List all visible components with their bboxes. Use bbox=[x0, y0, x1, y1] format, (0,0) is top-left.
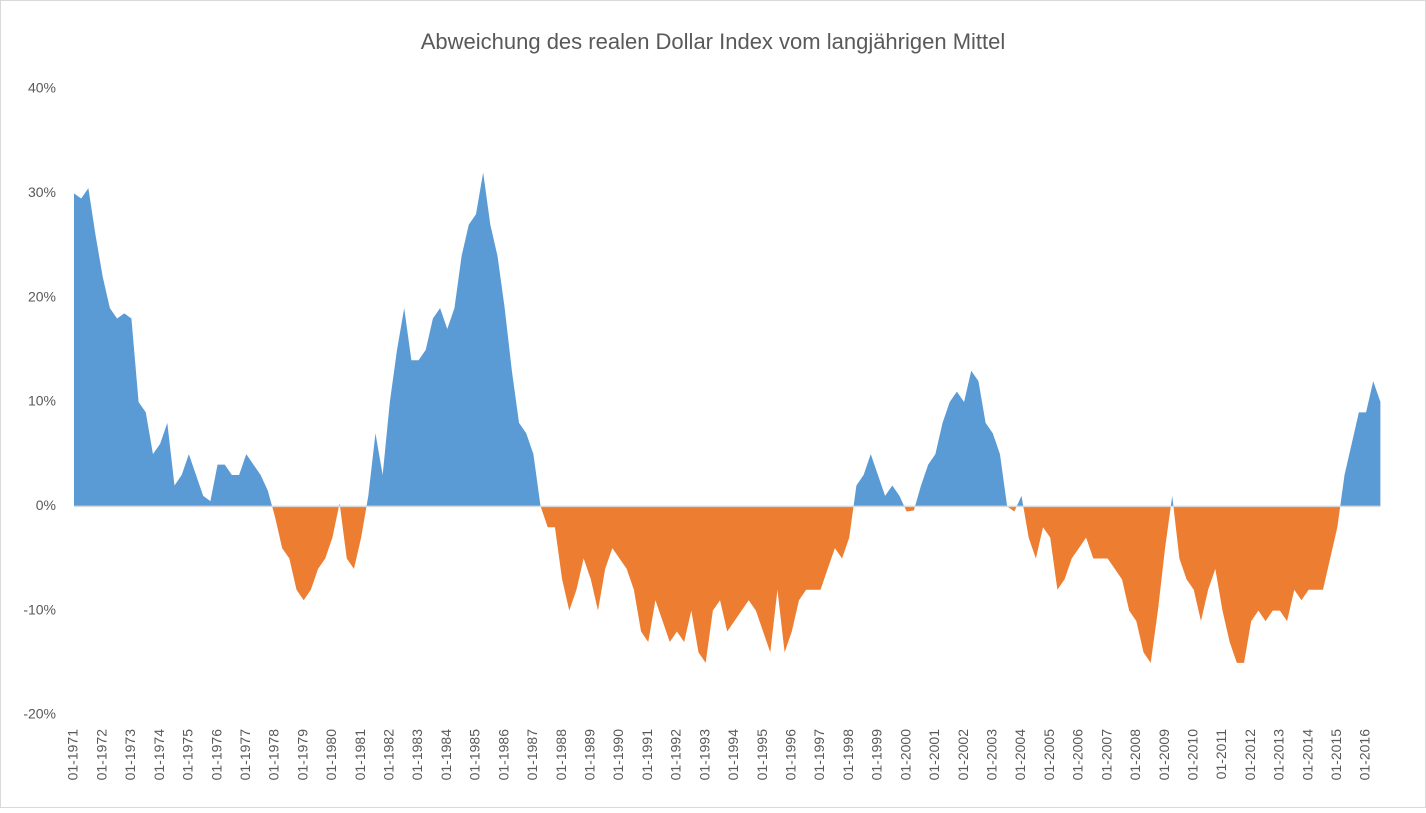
y-tick-label: 30% bbox=[28, 184, 56, 200]
x-tick-label: 01-1993 bbox=[696, 729, 712, 781]
x-tick-label: 01-1983 bbox=[409, 729, 425, 781]
x-tick-label: 01-1988 bbox=[553, 729, 569, 781]
x-tick-label: 01-2004 bbox=[1012, 729, 1028, 781]
x-tick-label: 01-1976 bbox=[208, 729, 224, 781]
x-tick-label: 01-2005 bbox=[1041, 729, 1057, 781]
x-tick-label: 01-2015 bbox=[1328, 729, 1344, 781]
x-tick-label: 01-1974 bbox=[151, 729, 167, 781]
x-tick-label: 01-1986 bbox=[495, 729, 511, 781]
area-negative bbox=[272, 506, 1341, 663]
x-tick-label: 01-2008 bbox=[1127, 729, 1143, 781]
x-tick-label: 01-1979 bbox=[294, 729, 310, 781]
x-tick-label: 01-1995 bbox=[754, 729, 770, 781]
x-tick-label: 01-2000 bbox=[897, 729, 913, 781]
x-tick-label: 01-1999 bbox=[869, 729, 885, 781]
x-tick-label: 01-1998 bbox=[840, 729, 856, 781]
x-tick-label: 01-2014 bbox=[1299, 729, 1315, 781]
x-tick-label: 01-2001 bbox=[926, 729, 942, 781]
x-tick-label: 01-1978 bbox=[266, 729, 282, 781]
y-tick-label: 40% bbox=[28, 80, 56, 96]
x-tick-label: 01-2002 bbox=[955, 729, 971, 781]
x-tick-label: 01-2007 bbox=[1098, 729, 1114, 781]
y-tick-label: -10% bbox=[23, 601, 56, 617]
x-tick-label: 01-1985 bbox=[467, 729, 483, 781]
chart-title: Abweichung des realen Dollar Index vom l… bbox=[421, 29, 1006, 54]
x-tick-label: 01-2011 bbox=[1213, 729, 1229, 780]
y-tick-label: 10% bbox=[28, 393, 56, 409]
x-tick-label: 01-2012 bbox=[1242, 729, 1258, 781]
y-tick-label: -20% bbox=[23, 706, 56, 722]
x-tick-label: 01-2003 bbox=[983, 729, 999, 781]
x-tick-label: 01-1991 bbox=[639, 729, 655, 781]
x-tick-label: 01-1987 bbox=[524, 729, 540, 781]
x-tick-label: 01-1994 bbox=[725, 729, 741, 781]
x-tick-label: 01-2009 bbox=[1156, 729, 1172, 781]
x-tick-label: 01-1972 bbox=[93, 729, 109, 781]
x-tick-label: 01-1990 bbox=[610, 729, 626, 781]
x-tick-label: 01-2006 bbox=[1070, 729, 1086, 781]
x-tick-label: 01-1981 bbox=[352, 729, 368, 781]
x-tick-label: 01-2016 bbox=[1357, 729, 1373, 781]
y-tick-label: 0% bbox=[36, 497, 56, 513]
x-tick-label: 01-1984 bbox=[438, 729, 454, 781]
x-tick-label: 01-2013 bbox=[1271, 729, 1287, 781]
x-tick-label: 01-1975 bbox=[180, 729, 196, 781]
x-tick-label: 01-1980 bbox=[323, 729, 339, 781]
x-tick-label: 01-1989 bbox=[582, 729, 598, 781]
x-tick-label: 01-1997 bbox=[811, 729, 827, 781]
x-tick-label: 01-2010 bbox=[1184, 729, 1200, 781]
x-tick-label: 01-1992 bbox=[668, 729, 684, 781]
x-tick-label: 01-1971 bbox=[65, 729, 81, 781]
x-tick-label: 01-1996 bbox=[783, 729, 799, 781]
x-tick-label: 01-1977 bbox=[237, 729, 253, 781]
y-tick-label: 20% bbox=[28, 288, 56, 304]
x-tick-label: 01-1973 bbox=[122, 729, 138, 781]
x-tick-label: 01-1982 bbox=[381, 729, 397, 781]
area-positive bbox=[74, 172, 1381, 507]
